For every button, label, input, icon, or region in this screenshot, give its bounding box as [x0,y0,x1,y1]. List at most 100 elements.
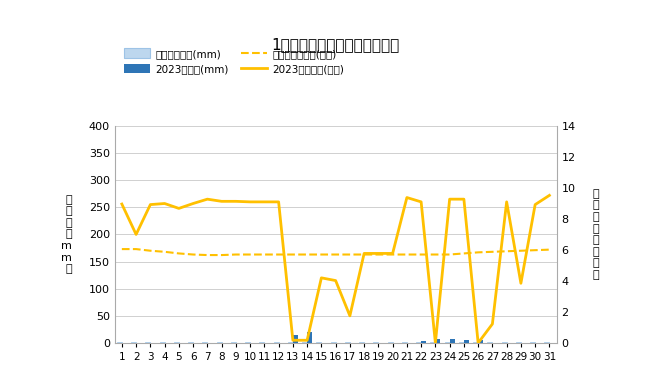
2023日照時間(時間) [417,199,425,204]
Bar [345,342,350,343]
2023日照時間(時間) [175,206,183,211]
Bar [331,342,336,343]
Bar [544,342,549,343]
2023日照時間(時間) [360,251,368,256]
Bar [473,342,478,343]
日照時間平年値(時間) [346,252,354,257]
Bar [145,342,150,343]
2023日照時間(時間) [346,314,354,318]
Line: 日照時間平年値(時間): 日照時間平年値(時間) [122,249,549,255]
日照時間平年値(時間) [203,253,211,257]
日照時間平年値(時間) [360,252,368,257]
Bar [131,342,136,343]
日照時間平年値(時間) [389,252,397,257]
Bar [316,342,321,343]
2023日照時間(時間) [203,197,211,201]
Y-axis label: 日
照
時
間
（
時
間
）: 日 照 時 間 （ 時 間 ） [592,189,599,280]
日照時間平年値(時間) [488,250,496,254]
2023日照時間(時間) [147,202,154,207]
Bar [302,342,307,343]
Bar [160,342,164,343]
2023日照時間(時間) [232,199,240,204]
日照時間平年値(時間) [317,252,325,257]
Bar [416,342,421,343]
Bar [530,342,535,343]
Bar [307,332,312,343]
2023日照時間(時間) [403,195,411,200]
2023日照時間(時間) [389,251,397,256]
2023日照時間(時間) [118,202,126,206]
Bar [436,339,440,343]
日照時間平年値(時間) [446,252,453,257]
Bar [174,342,179,343]
日照時間平年値(時間) [246,252,254,257]
日照時間平年値(時間) [132,247,140,251]
日照時間平年値(時間) [232,252,240,257]
Line: 2023日照時間(時間): 2023日照時間(時間) [122,195,549,343]
日照時間平年値(時間) [517,248,525,253]
日照時間平年値(時間) [289,252,297,257]
Bar [421,341,426,343]
Bar [402,342,407,343]
日照時間平年値(時間) [218,253,226,257]
Bar [502,342,507,343]
日照時間平年値(時間) [474,250,482,254]
Bar [274,342,279,343]
日照時間平年値(時間) [403,252,411,257]
2023日照時間(時間) [289,338,297,343]
2023日照時間(時間) [132,232,140,237]
2023日照時間(時間) [460,197,468,201]
2023日照時間(時間) [332,278,340,283]
2023日照時間(時間) [446,197,453,201]
日照時間平年値(時間) [261,252,269,257]
Bar [449,339,455,343]
Bar [359,342,364,343]
Bar [487,342,492,343]
2023日照時間(時間) [246,199,254,204]
日照時間平年値(時間) [303,252,311,257]
日照時間平年値(時間) [432,252,440,257]
日照時間平年値(時間) [160,250,168,254]
Bar [245,342,250,343]
Bar [464,340,469,343]
2023日照時間(時間) [374,251,382,256]
Bar [117,342,122,343]
日照時間平年値(時間) [417,252,425,257]
Bar [374,342,378,343]
2023日照時間(時間) [531,202,539,207]
2023日照時間(時間) [503,199,511,204]
日照時間平年値(時間) [460,251,468,256]
日照時間平年値(時間) [118,247,126,251]
2023日照時間(時間) [303,338,311,343]
Bar [478,340,483,343]
日照時間平年値(時間) [545,247,553,252]
2023日照時間(時間) [218,199,226,204]
2023日照時間(時間) [545,193,553,198]
Bar [430,342,436,343]
Bar [259,342,265,343]
Bar [288,342,293,343]
2023日照時間(時間) [275,199,282,204]
日照時間平年値(時間) [189,252,197,257]
日照時間平年値(時間) [275,252,282,257]
Y-axis label: 降
水
量
（
m
m
）: 降 水 量 （ m m ） [61,195,72,274]
2023日照時間(時間) [432,341,440,345]
Bar [516,342,521,343]
Bar [231,342,236,343]
2023日照時間(時間) [261,199,269,204]
日照時間平年値(時間) [503,249,511,253]
日照時間平年値(時間) [374,252,382,257]
Bar [188,342,193,343]
Bar [203,342,207,343]
2023日照時間(時間) [160,201,168,206]
Legend: 降水量平年値(mm), 2023降水量(mm), 日照時間平年値(時間), 2023日照時間(時間): 降水量平年値(mm), 2023降水量(mm), 日照時間平年値(時間), 20… [120,44,348,78]
2023日照時間(時間) [474,341,482,345]
2023日照時間(時間) [317,276,325,280]
Bar [445,342,449,343]
日照時間平年値(時間) [531,248,539,253]
日照時間平年値(時間) [147,248,154,253]
日照時間平年値(時間) [332,252,340,257]
Bar [293,336,298,343]
Bar [459,342,464,343]
Title: 1月降水量・日照時間（日別）: 1月降水量・日照時間（日別） [271,38,400,52]
